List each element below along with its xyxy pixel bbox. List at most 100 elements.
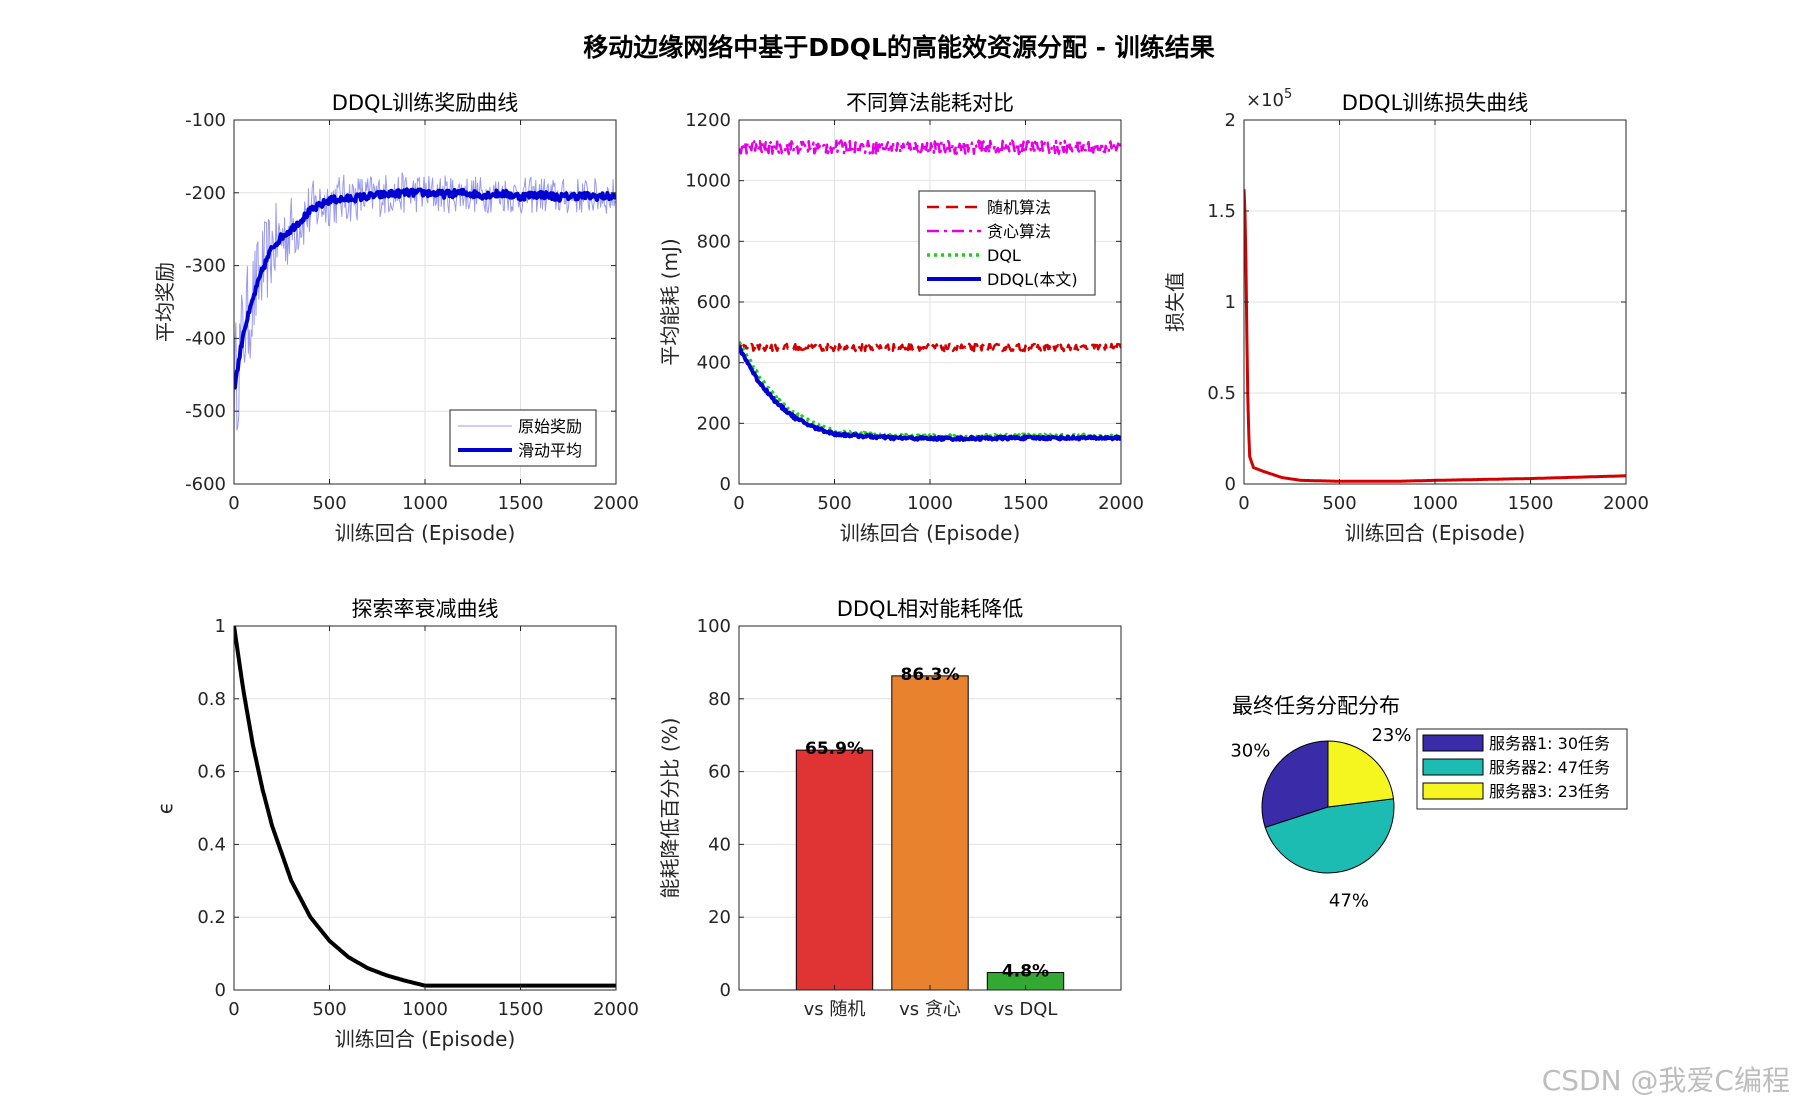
x-tick-label: 1500 (498, 999, 544, 1020)
legend-entry: DDQL(本文) (987, 270, 1078, 289)
y-axis-label: ϵ (153, 802, 177, 814)
x-tick-label: 500 (1322, 493, 1356, 514)
y-tick-label: -200 (185, 183, 226, 204)
chart-title: DDQL训练损失曲线 (1342, 91, 1529, 115)
x-tick-label: 2000 (593, 493, 639, 514)
watermark: CSDN @我爱C编程 (1542, 1064, 1790, 1097)
y-axis-label: 损失值 (1163, 272, 1187, 332)
y-tick-label: -100 (185, 110, 226, 131)
legend-swatch (1422, 734, 1484, 752)
y-tick-label: 0.2 (197, 907, 226, 928)
figure-suptitle: 移动边缘网络中基于DDQL的高能效资源分配 - 训练结果 (583, 33, 1214, 62)
y-tick-label: 1 (1225, 292, 1236, 313)
legend-entry: 滑动平均 (518, 441, 582, 460)
y-tick-label: 20 (708, 907, 731, 928)
x-tick-label: 1000 (402, 493, 448, 514)
x-category-label: vs 随机 (804, 999, 866, 1020)
y-tick-label: 40 (708, 834, 731, 855)
bar-1 (891, 675, 969, 991)
y-tick-label: 800 (697, 231, 731, 252)
legend-swatch (1422, 782, 1484, 800)
y-tick-label: 1 (215, 616, 226, 637)
y-tick-label: 1000 (685, 171, 731, 192)
y-tick-label: 2 (1225, 110, 1236, 131)
pie-slice-1 (1264, 798, 1395, 874)
x-tick-label: 500 (817, 493, 851, 514)
y-tick-label: 400 (697, 353, 731, 374)
pie-percent-label: 23% (1371, 725, 1411, 746)
x-tick-label: 1000 (402, 999, 448, 1020)
x-tick-label: 2000 (1603, 493, 1649, 514)
pie-slice-0 (1261, 740, 1329, 829)
legend-entry: 原始奖励 (518, 417, 582, 436)
chart-title: DDQL训练奖励曲线 (332, 91, 519, 115)
subplots-container: 0 500 1000 1500 2000-100-200-300-400-500-600… (153, 87, 1649, 1051)
x-tick-label: 500 (312, 493, 346, 514)
y-tick-label: 0.4 (197, 834, 226, 855)
bar-value-label: 4.8% (1002, 962, 1049, 982)
chart-title: DDQL相对能耗降低 (837, 597, 1024, 621)
y-tick-label: 0.6 (197, 762, 226, 783)
legend-box (449, 409, 597, 467)
chart-title: 探索率衰减曲线 (352, 597, 499, 621)
x-tick-label: 1500 (1508, 493, 1554, 514)
bar-value-label: 86.3% (901, 665, 960, 685)
subplot-reward: 0 500 1000 1500 2000 -100 -200 -300 -400 -500 -600… (153, 91, 639, 545)
bar-value-label: 65.9% (805, 739, 864, 759)
y-tick-label: 80 (708, 689, 731, 710)
legend-entry: 随机算法 (987, 198, 1051, 217)
legend-entry: 服务器2: 47任务 (1489, 758, 1610, 777)
x-tick-label: 2000 (593, 999, 639, 1020)
y-tick-label: 0 (720, 474, 731, 495)
pie-percent-label: 47% (1329, 891, 1369, 912)
y-tick-label: -500 (185, 401, 226, 422)
y-axis-label: 平均能耗 (mJ) (658, 238, 682, 365)
y-tick-label: -400 (185, 328, 226, 349)
x-axis-label: 训练回合 (Episode) (840, 521, 1021, 545)
pie-percent-label: 30% (1230, 741, 1270, 762)
subplot-reduction: 65.9% 86.3% 4.8% 0 20 40 60 80 100 DDQL相对能耗降低能耗降低… (658, 597, 1122, 1020)
legend-entry: 服务器3: 23任务 (1489, 782, 1610, 801)
legend-entry: 服务器1: 30任务 (1489, 734, 1610, 753)
y-tick-label: -300 (185, 256, 226, 277)
subplot-loss: 0 500 1000 1500 2000 0 0.5 1 1.5 2 DDQL训练损失曲线训练回合 … (1163, 87, 1649, 545)
y-tick-label: 100 (697, 616, 731, 637)
series-line-3 (739, 345, 1121, 442)
x-tick-label: 0 (733, 493, 744, 514)
series-line-2 (739, 340, 1121, 439)
y-tick-label: 1.5 (1207, 201, 1236, 222)
y-axis-label: 平均奖励 (153, 262, 177, 342)
x-tick-label: 2000 (1098, 493, 1144, 514)
exponent-base: ×10 (1246, 90, 1284, 111)
y-tick-label: 60 (708, 762, 731, 783)
series-line-1 (739, 139, 1121, 156)
x-category-label: vs 贪心 (899, 999, 961, 1020)
exponent-power: 5 (1284, 87, 1292, 102)
series-line-1 (234, 187, 616, 390)
y-tick-label: 0.8 (197, 689, 226, 710)
x-tick-label: 1000 (1412, 493, 1458, 514)
chart-title: 最终任务分配分布 (1232, 694, 1400, 718)
x-tick-label: 1500 (1003, 493, 1049, 514)
pie-slice-2 (1327, 740, 1395, 808)
y-tick-label: 1200 (685, 110, 731, 131)
x-tick-label: 500 (312, 999, 346, 1020)
subplot-energy: 0 500 1000 1500 2000 0 200 400 600 800 1000 1200 不同算… (658, 91, 1144, 545)
chart-title: 不同算法能耗对比 (846, 91, 1014, 115)
y-tick-label: 0.5 (1207, 383, 1236, 404)
x-axis-label: 训练回合 (Episode) (1345, 521, 1526, 545)
x-axis-label: 训练回合 (Episode) (335, 521, 516, 545)
y-tick-label: 0 (215, 980, 226, 1001)
legend-swatch (1422, 758, 1484, 776)
y-tick-label: 0 (1225, 474, 1236, 495)
y-tick-label: -600 (185, 474, 226, 495)
y-tick-label: 0 (720, 980, 731, 1001)
bar-0 (795, 749, 874, 991)
axis-exponent-label: ×105 (1246, 87, 1292, 111)
subplot-epsilon: 0 500 1000 1500 2000 0 0.2 0.4 0.6 0.8 1 探索率衰减曲线训练回… (153, 597, 639, 1051)
series-line-0 (739, 342, 1121, 353)
